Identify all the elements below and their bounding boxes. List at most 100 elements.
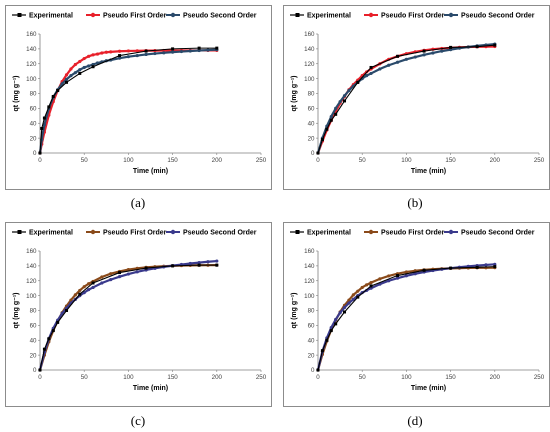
data-point-experimental <box>40 126 44 130</box>
data-point-experimental <box>334 112 338 116</box>
data-point-pseudo-second-order <box>351 297 355 301</box>
data-point-experimental <box>215 263 219 267</box>
y-tick-label: 160 <box>26 248 37 255</box>
legend-marker <box>448 12 454 18</box>
data-point-experimental <box>320 138 324 142</box>
y-tick-label: 20 <box>308 352 315 359</box>
data-point-pseudo-first-order <box>360 285 364 290</box>
x-tick-label: 50 <box>359 157 366 164</box>
x-tick-label: 50 <box>81 374 88 381</box>
data-point-pseudo-first-order <box>378 277 382 281</box>
data-point-experimental <box>422 49 426 53</box>
data-point-experimental <box>171 264 175 268</box>
x-tick-label: 150 <box>445 157 456 164</box>
data-point-experimental <box>369 284 373 288</box>
data-point-pseudo-first-order <box>117 49 122 53</box>
caption-b: (b) <box>407 195 423 210</box>
y-tick-label: 40 <box>30 120 37 127</box>
legend-label: Pseudo First Order <box>381 229 445 236</box>
data-point-experimental <box>493 43 497 47</box>
data-point-pseudo-first-order <box>404 270 408 274</box>
y-tick-label: 0 <box>311 367 315 374</box>
data-point-pseudo-second-order <box>82 65 86 70</box>
y-tick-label: 120 <box>26 61 37 68</box>
x-tick-label: 200 <box>212 374 223 381</box>
legend-label: Pseudo First Order <box>381 12 445 19</box>
data-point-pseudo-first-order <box>100 275 104 279</box>
data-point-experimental <box>51 329 55 333</box>
data-point-experimental <box>329 329 333 333</box>
x-axis-label: Time (min) <box>411 385 446 392</box>
legend-label: Pseudo Second Order <box>461 229 535 236</box>
data-point-pseudo-second-order <box>422 53 426 57</box>
legend-marker <box>295 13 300 17</box>
data-point-experimental <box>78 71 82 75</box>
data-point-experimental <box>493 265 497 269</box>
y-tick-label: 60 <box>30 106 37 113</box>
data-point-pseudo-second-order <box>117 56 122 60</box>
y-tick-label: 60 <box>308 323 315 330</box>
legend-label: Experimental <box>307 12 351 19</box>
y-tick-label: 100 <box>304 293 315 300</box>
chart-panel-a: 0 20 40 60 80 100 120 140 160 0 50 100 150 200 250 Time… <box>5 5 272 190</box>
legend-label: Experimental <box>307 229 351 236</box>
y-tick-label: 80 <box>308 91 315 98</box>
data-point-pseudo-second-order <box>493 262 497 266</box>
legend-marker <box>17 230 22 234</box>
data-point-pseudo-second-order <box>338 311 342 315</box>
data-point-pseudo-first-order <box>135 49 139 53</box>
data-point-experimental <box>215 46 219 50</box>
x-tick-label: 200 <box>490 157 501 164</box>
data-point-pseudo-second-order <box>378 67 382 71</box>
data-point-experimental <box>369 65 373 69</box>
data-point-pseudo-second-order <box>387 63 391 67</box>
data-point-experimental <box>449 266 453 270</box>
data-point-experimental <box>118 54 122 58</box>
y-tick-label: 160 <box>304 31 315 38</box>
x-tick-label: 100 <box>123 374 134 381</box>
legend-label: Pseudo Second Order <box>183 12 257 19</box>
data-point-pseudo-second-order <box>440 49 444 53</box>
x-axis-label: Time (min) <box>411 168 446 175</box>
data-point-experimental <box>78 292 82 296</box>
x-tick-label: 100 <box>401 374 412 381</box>
x-tick-label: 250 <box>534 157 545 164</box>
data-point-pseudo-second-order <box>404 57 408 61</box>
data-point-pseudo-second-order <box>197 48 201 53</box>
data-point-pseudo-second-order <box>334 317 338 322</box>
data-point-experimental <box>56 89 60 93</box>
y-tick-label: 80 <box>308 308 315 315</box>
caption-a: (a) <box>130 195 146 210</box>
y-tick-label: 120 <box>304 278 315 285</box>
data-point-pseudo-second-order <box>179 49 184 54</box>
data-point-experimental <box>329 118 333 122</box>
data-point-experimental <box>144 266 148 270</box>
y-tick-label: 100 <box>304 76 315 83</box>
data-point-pseudo-second-order <box>206 260 210 264</box>
data-point-pseudo-second-order <box>91 285 95 290</box>
data-point-pseudo-first-order <box>64 73 69 77</box>
legend-label: Pseudo Second Order <box>183 229 257 236</box>
x-tick-label: 0 <box>38 374 42 381</box>
data-point-pseudo-second-order <box>135 270 139 274</box>
legend-marker <box>368 12 374 18</box>
legend-label: Experimental <box>29 12 73 19</box>
legend-marker <box>90 12 96 18</box>
x-tick-label: 200 <box>490 374 501 381</box>
data-point-experimental <box>475 45 479 49</box>
data-point-experimental <box>51 94 55 98</box>
series-line-experimental <box>39 264 217 371</box>
x-tick-label: 100 <box>123 157 134 164</box>
data-point-pseudo-first-order <box>78 59 82 64</box>
data-point-pseudo-second-order <box>342 94 347 98</box>
data-point-pseudo-first-order <box>73 62 77 67</box>
data-point-pseudo-second-order <box>144 52 148 57</box>
data-point-pseudo-first-order <box>100 51 104 55</box>
x-axis-label: Time (min) <box>133 168 168 175</box>
data-point-experimental <box>197 46 201 50</box>
y-tick-label: 40 <box>308 337 315 344</box>
data-point-experimental <box>47 337 51 341</box>
y-tick-label: 80 <box>30 308 37 315</box>
x-tick-label: 250 <box>256 157 267 164</box>
data-point-pseudo-second-order <box>188 49 192 53</box>
